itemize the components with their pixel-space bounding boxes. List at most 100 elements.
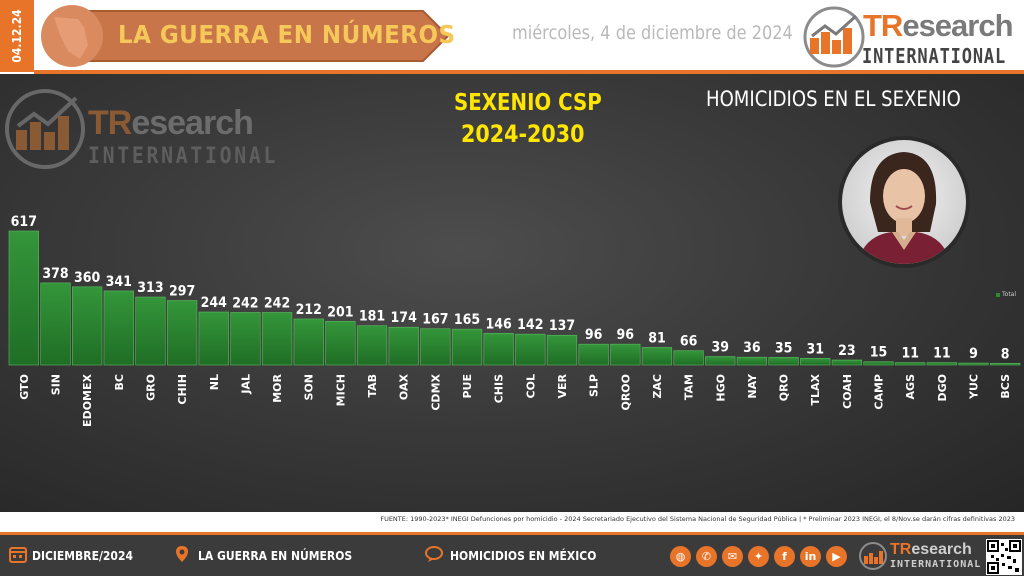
footer-logo-esearch: esearch	[911, 541, 972, 558]
watermark-wordmark: TResearch	[88, 104, 254, 143]
whatsapp-icon[interactable]: ✆	[696, 546, 717, 567]
category-label-tlax: TLAX	[809, 373, 822, 405]
value-label-zac: 81	[648, 330, 666, 346]
bar-jal	[230, 312, 261, 366]
bar-qroo	[610, 343, 641, 366]
date-strip: 04.12.24	[0, 0, 34, 72]
legend-swatch	[996, 292, 1000, 297]
banner-title: LA GUERRA EN NÚMEROS	[118, 20, 456, 49]
value-label-nay: 36	[743, 340, 761, 356]
value-label-qroo: 96	[617, 327, 635, 343]
twitter-icon[interactable]: ✦	[748, 546, 769, 567]
chart-legend: Total	[996, 291, 1016, 298]
bar-hgo	[705, 356, 736, 366]
footer-date-link[interactable]: DICIEMBRE/2024	[32, 549, 133, 563]
value-label-gro: 313	[137, 280, 163, 296]
footer-topic-link[interactable]: HOMICIDIOS EN MÉXICO	[450, 549, 597, 563]
tresearch-logo-icon	[803, 6, 865, 68]
globe-icon[interactable]: ◍	[670, 546, 691, 567]
value-label-cdmx: 167	[422, 312, 448, 328]
bar-ags	[895, 362, 926, 366]
category-label-bc: BC	[113, 374, 126, 390]
footer-logo-icon	[859, 542, 887, 570]
linkedin-icon[interactable]: in	[800, 546, 821, 567]
category-label-sin: SIN	[49, 374, 62, 395]
bar-chart: 617 GTO 378 SIN 360 EDOMEX 341 BC 313 GRO 297 CHIH 2…	[8, 214, 1021, 427]
category-label-qro: QRO	[778, 374, 791, 401]
category-label-mich: MICH	[334, 374, 347, 406]
watermark-logo-icon	[5, 89, 85, 169]
value-label-bcs: 8	[1001, 346, 1010, 362]
value-label-hgo: 39	[712, 340, 730, 356]
value-label-tab: 181	[359, 309, 385, 325]
value-label-qro: 35	[775, 340, 793, 356]
category-label-slp: SLP	[588, 374, 601, 397]
footer-logo-subtitle: INTERNATIONAL	[890, 559, 982, 570]
value-label-yuc: 9	[969, 346, 978, 362]
bar-dgo	[926, 362, 957, 366]
footer-series-link[interactable]: LA GUERRA EN NÚMEROS	[198, 549, 353, 563]
value-label-mich: 201	[327, 304, 353, 320]
footer: DICIEMBRE/2024 LA GUERRA EN NÚMEROS HOMI…	[0, 532, 1024, 576]
category-label-nl: NL	[208, 374, 221, 390]
chart-panel: TResearch INTERNATIONAL SEXENIO CSP 2024…	[0, 74, 1024, 512]
value-label-dgo: 11	[933, 346, 951, 362]
category-label-hgo: HGO	[714, 374, 727, 402]
bar-bcs	[990, 362, 1021, 366]
category-label-ver: VER	[556, 373, 569, 398]
logo-subtitle: INTERNATIONAL	[862, 44, 1007, 68]
email-icon[interactable]: ✉	[722, 546, 743, 567]
value-label-camp: 15	[870, 345, 888, 361]
bar-ver	[546, 334, 578, 366]
category-label-chis: CHIS	[493, 374, 506, 403]
bar-col	[515, 333, 546, 366]
category-label-chih: CHIH	[176, 374, 189, 405]
watermark-tr: TR	[88, 104, 132, 142]
value-label-ags: 11	[901, 346, 919, 362]
qr-code-icon[interactable]	[986, 539, 1022, 575]
watermark-subtitle: INTERNATIONAL	[88, 144, 279, 169]
date-code: 04.12.24	[10, 9, 24, 63]
category-label-camp: CAMP	[873, 374, 886, 410]
value-label-oax: 174	[391, 310, 418, 326]
bar-tlax	[800, 357, 831, 366]
bar-camp	[863, 361, 894, 366]
bar-chih	[166, 300, 198, 366]
category-label-gto: GTO	[18, 374, 31, 400]
value-label-sin: 378	[42, 266, 68, 282]
header-divider	[34, 70, 1024, 74]
footer-logo-wordmark: TResearch	[890, 541, 972, 559]
category-label-coah: COAH	[841, 374, 854, 409]
category-label-mor: MOR	[271, 373, 284, 402]
category-label-pue: PUE	[461, 374, 474, 399]
category-label-gro: GRO	[144, 374, 157, 401]
value-label-coah: 23	[838, 343, 856, 359]
bar-sin	[40, 282, 71, 366]
header: 04.12.24 LA GUERRA EN NÚMEROS miércoles,…	[0, 0, 1024, 74]
bar-yuc	[958, 362, 989, 366]
category-label-bcs: BCS	[999, 374, 1012, 399]
bar-gto	[8, 230, 39, 366]
category-label-col: COL	[524, 374, 537, 398]
bar-nl	[198, 311, 229, 366]
value-label-edomex: 360	[74, 270, 101, 286]
category-label-tab: TAB	[366, 374, 379, 398]
bar-edomex	[72, 286, 103, 366]
value-label-bc: 341	[106, 274, 132, 290]
legend-label: Total	[1002, 291, 1017, 298]
category-label-tam: TAM	[683, 374, 696, 400]
category-label-dgo: DGO	[936, 374, 949, 402]
category-label-nay: NAY	[746, 373, 759, 399]
calendar-icon	[9, 547, 27, 563]
youtube-icon[interactable]: ▶	[826, 546, 847, 567]
facebook-icon[interactable]: f	[774, 546, 795, 567]
value-label-nl: 244	[201, 295, 228, 311]
bar-chis	[483, 332, 514, 366]
bar-cdmx	[420, 328, 451, 366]
portrait-avatar	[838, 136, 970, 268]
bar-oax	[388, 326, 419, 366]
category-label-ags: AGS	[904, 374, 917, 400]
value-label-son: 212	[296, 302, 322, 318]
footer-logo-tr: TR	[890, 541, 912, 558]
category-label-qroo: QROO	[619, 374, 632, 411]
